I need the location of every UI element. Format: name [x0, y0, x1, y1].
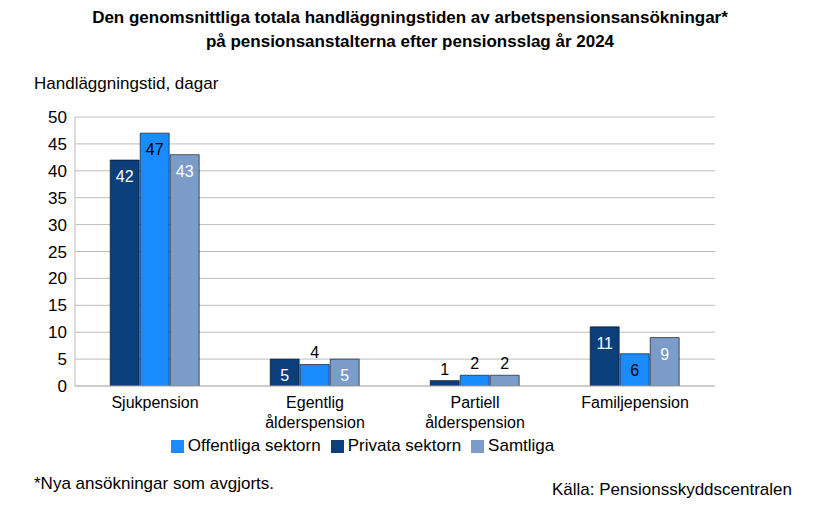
- svg-text:35: 35: [48, 189, 67, 208]
- html-text:Den genomsnittliga totala hand: Den genomsnittliga totala handläggningst…: [92, 8, 728, 27]
- html-text:Offentliga sektorn: Offentliga sektorn: [187, 436, 321, 455]
- html-text:Handläggningstid, dagar: Handläggningstid, dagar: [34, 74, 219, 93]
- html-text:Privata sektorn: Privata sektorn: [347, 436, 462, 455]
- svg-text:Egentligålderspension: Egentligålderspension: [265, 394, 365, 431]
- html-text:*Nya ansökningar som avgjorts.: *Nya ansökningar som avgjorts.: [34, 474, 274, 493]
- svg-text:2: 2: [470, 355, 479, 372]
- svg-text:20: 20: [48, 269, 67, 288]
- svg-text:30: 30: [48, 216, 67, 235]
- svg-text:Partiellålderspension: Partiellålderspension: [425, 394, 525, 431]
- svg-text:6: 6: [630, 362, 639, 379]
- svg-text:42: 42: [116, 168, 134, 185]
- svg-text:50: 50: [48, 108, 67, 127]
- svg-text:47: 47: [146, 141, 164, 158]
- svg-text:5: 5: [340, 367, 349, 384]
- svg-text:11: 11: [596, 335, 613, 352]
- svg-text:15: 15: [48, 296, 67, 315]
- svg-text:25: 25: [48, 243, 67, 262]
- svg-text:0: 0: [58, 377, 67, 396]
- svg-text:1: 1: [440, 361, 449, 378]
- svg-text:43: 43: [176, 163, 194, 180]
- html-text:Samtliga: Samtliga: [488, 436, 555, 455]
- svg-text:45: 45: [48, 135, 67, 154]
- svg-text:5: 5: [280, 367, 289, 384]
- svg-text:Familjepension: Familjepension: [581, 394, 689, 411]
- svg-text:2: 2: [500, 355, 509, 372]
- svg-text:4: 4: [310, 344, 319, 361]
- svg-text:5: 5: [58, 350, 67, 369]
- svg-text:9: 9: [660, 346, 669, 363]
- html-text:Källa: Pensionsskyddscentralen: Källa: Pensionsskyddscentralen: [552, 480, 792, 499]
- html-text:på pensionsanstalterna efter p: på pensionsanstalterna efter pensionssla…: [205, 32, 615, 51]
- svg-text:40: 40: [48, 162, 67, 181]
- svg-text:Sjukpension: Sjukpension: [111, 394, 198, 411]
- svg-text:10: 10: [48, 323, 67, 342]
